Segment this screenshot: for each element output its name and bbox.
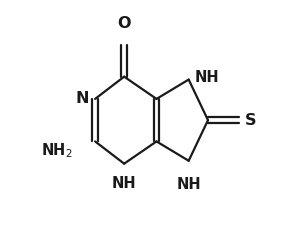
Text: O: O [117,16,131,32]
Text: NH: NH [112,176,136,190]
Text: N: N [76,92,89,106]
Text: NH$_2$: NH$_2$ [41,141,73,160]
Text: NH: NH [176,177,201,192]
Text: NH: NH [195,70,219,85]
Text: S: S [245,113,256,128]
